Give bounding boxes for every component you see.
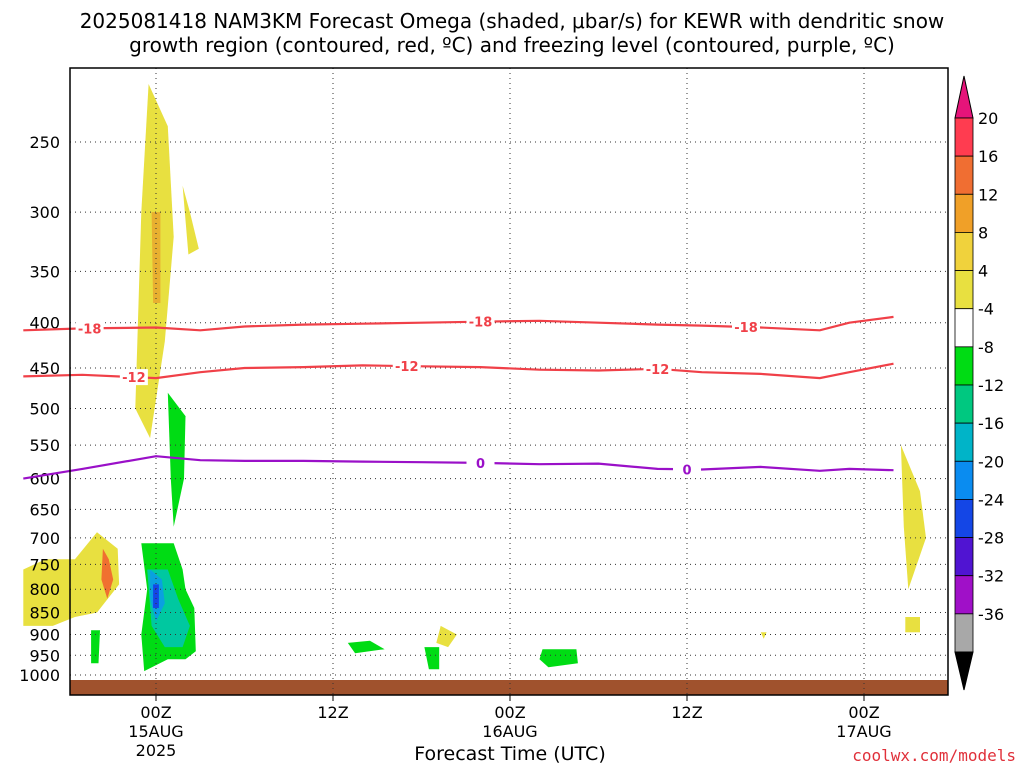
isotherm-1-label-2: -12 <box>646 363 670 378</box>
colorbar-segment-5 <box>954 308 974 348</box>
freezing-level-label-bg-0 <box>466 454 495 471</box>
isotherm-0-label-bg-2 <box>732 319 760 336</box>
colorbar-segment-6 <box>954 346 974 386</box>
isotherm-0-label-2: -18 <box>734 321 758 336</box>
freezing-level-label-1: 0 <box>682 463 691 478</box>
colorbar-label-10: -24 <box>978 490 1004 509</box>
isotherm-1-label-1: -12 <box>395 360 419 375</box>
colorbar-label-8: -16 <box>978 414 1004 433</box>
colorbar-segment-13 <box>954 613 974 653</box>
x-tick-year-0: 2025 <box>136 741 177 760</box>
x-tick-date-4: 17AUG <box>836 722 891 741</box>
x-tick-label-3: 12Z <box>671 703 702 722</box>
colorbar-segment-1 <box>954 155 974 195</box>
colorbar-segment-0 <box>954 117 974 157</box>
y-tick-label-400: 400 <box>29 314 60 333</box>
omega-region-ascent-lower-left <box>23 532 120 626</box>
y-tick-label-450: 450 <box>29 359 60 378</box>
colorbar-segment-10 <box>954 499 974 538</box>
colorbar-label-9: -20 <box>978 452 1004 471</box>
colorbar-top-arrow <box>954 75 974 119</box>
chart-title-line2: growth region (contoured, red, ºC) and f… <box>129 33 895 57</box>
y-tick-label-850: 850 <box>29 604 60 623</box>
chart-title-line1: 2025081418 NAM3KM Forecast Omega (shaded… <box>79 9 945 33</box>
isotherm-0-label-0: -18 <box>78 322 102 337</box>
y-tick-label-750: 750 <box>29 555 60 574</box>
omega-region-descent-14z <box>347 640 385 654</box>
isotherm-1-label-bg-2 <box>643 360 672 377</box>
isotherm-1-label-bg-1 <box>392 358 421 375</box>
colorbar-label-13: -36 <box>978 605 1004 624</box>
omega-region-descent-low-darkblue <box>153 584 159 608</box>
freezing-level-label-0: 0 <box>476 457 485 472</box>
omega-region-descent-03z <box>539 649 578 668</box>
y-tick-label-950: 950 <box>29 646 60 665</box>
omega-region-descent-mid <box>167 392 186 527</box>
colorbar-label-3: 8 <box>978 223 988 242</box>
y-tick-label-500: 500 <box>29 400 60 419</box>
colorbar-segment-2 <box>954 193 974 233</box>
omega-region-ascent-17aug-low <box>905 617 920 633</box>
omega-region-ascent-lower-left-core <box>101 548 114 599</box>
colorbar-bottom-arrow <box>954 651 974 691</box>
isotherm-1-label-bg-0 <box>119 369 148 386</box>
colorbar-segment-4 <box>954 270 974 310</box>
omega-region-ascent-tiny <box>760 632 767 639</box>
colorbar-label-2: 12 <box>978 185 998 204</box>
omega-region-ascent-20z <box>436 625 457 648</box>
colorbar-label-6: -8 <box>978 338 994 357</box>
x-tick-label-4: 00Z <box>848 703 879 722</box>
colorbar-label-4: 4 <box>978 262 988 281</box>
plot-frame <box>69 67 949 696</box>
colorbar-segment-11 <box>954 537 974 577</box>
colorbar-label-0: 20 <box>978 109 998 128</box>
isotherm-0-label-bg-0 <box>75 320 104 337</box>
isotherm-0-label-1: -18 <box>469 316 493 331</box>
colorbar-segment-12 <box>954 575 974 615</box>
y-tick-label-350: 350 <box>29 262 60 281</box>
isotherm-0-label-bg-1 <box>466 313 495 330</box>
plot-area <box>70 68 948 695</box>
y-tick-label-1000: 1000 <box>19 666 60 685</box>
y-tick-label-300: 300 <box>29 203 60 222</box>
omega-region-ascent-17aug <box>900 445 926 590</box>
y-tick-label-700: 700 <box>29 529 60 548</box>
y-tick-label-900: 900 <box>29 625 60 644</box>
y-tick-label-650: 650 <box>29 500 60 519</box>
colorbar-segment-7 <box>954 384 974 424</box>
isotherm-line-1 <box>23 362 894 380</box>
omega-region-descent-19z <box>424 647 440 670</box>
x-axis-label: Forecast Time (UTC) <box>414 743 606 765</box>
colorbar-segment-9 <box>954 460 974 500</box>
colorbar-label-7: -12 <box>978 376 1004 395</box>
colorbar-label-12: -32 <box>978 567 1004 586</box>
colorbar-label-5: -4 <box>978 300 994 319</box>
colorbar-segment-8 <box>954 422 974 462</box>
x-tick-date-0: 15AUG <box>128 722 183 741</box>
y-tick-label-250: 250 <box>29 133 60 152</box>
omega-region-ascent-core <box>151 212 161 303</box>
isotherm-1-label-0: -12 <box>122 371 146 386</box>
colorbar-segment-3 <box>954 232 974 271</box>
credit-text: coolwx.com/models <box>852 746 1016 765</box>
omega-region-descent-left-small <box>91 630 100 664</box>
x-tick-date-2: 16AUG <box>482 722 537 741</box>
y-tick-label-550: 550 <box>29 436 60 455</box>
x-tick-label-0: 00Z <box>140 703 171 722</box>
freezing-level-label-bg-1 <box>673 461 701 478</box>
x-tick-label-2: 00Z <box>494 703 525 722</box>
ground-strip <box>70 680 948 695</box>
x-tick-label-1: 12Z <box>317 703 348 722</box>
omega-region-ascent-small-300 <box>182 185 199 255</box>
colorbar-label-11: -28 <box>978 529 1004 548</box>
colorbar-label-1: 16 <box>978 147 998 166</box>
y-tick-label-800: 800 <box>29 580 60 599</box>
